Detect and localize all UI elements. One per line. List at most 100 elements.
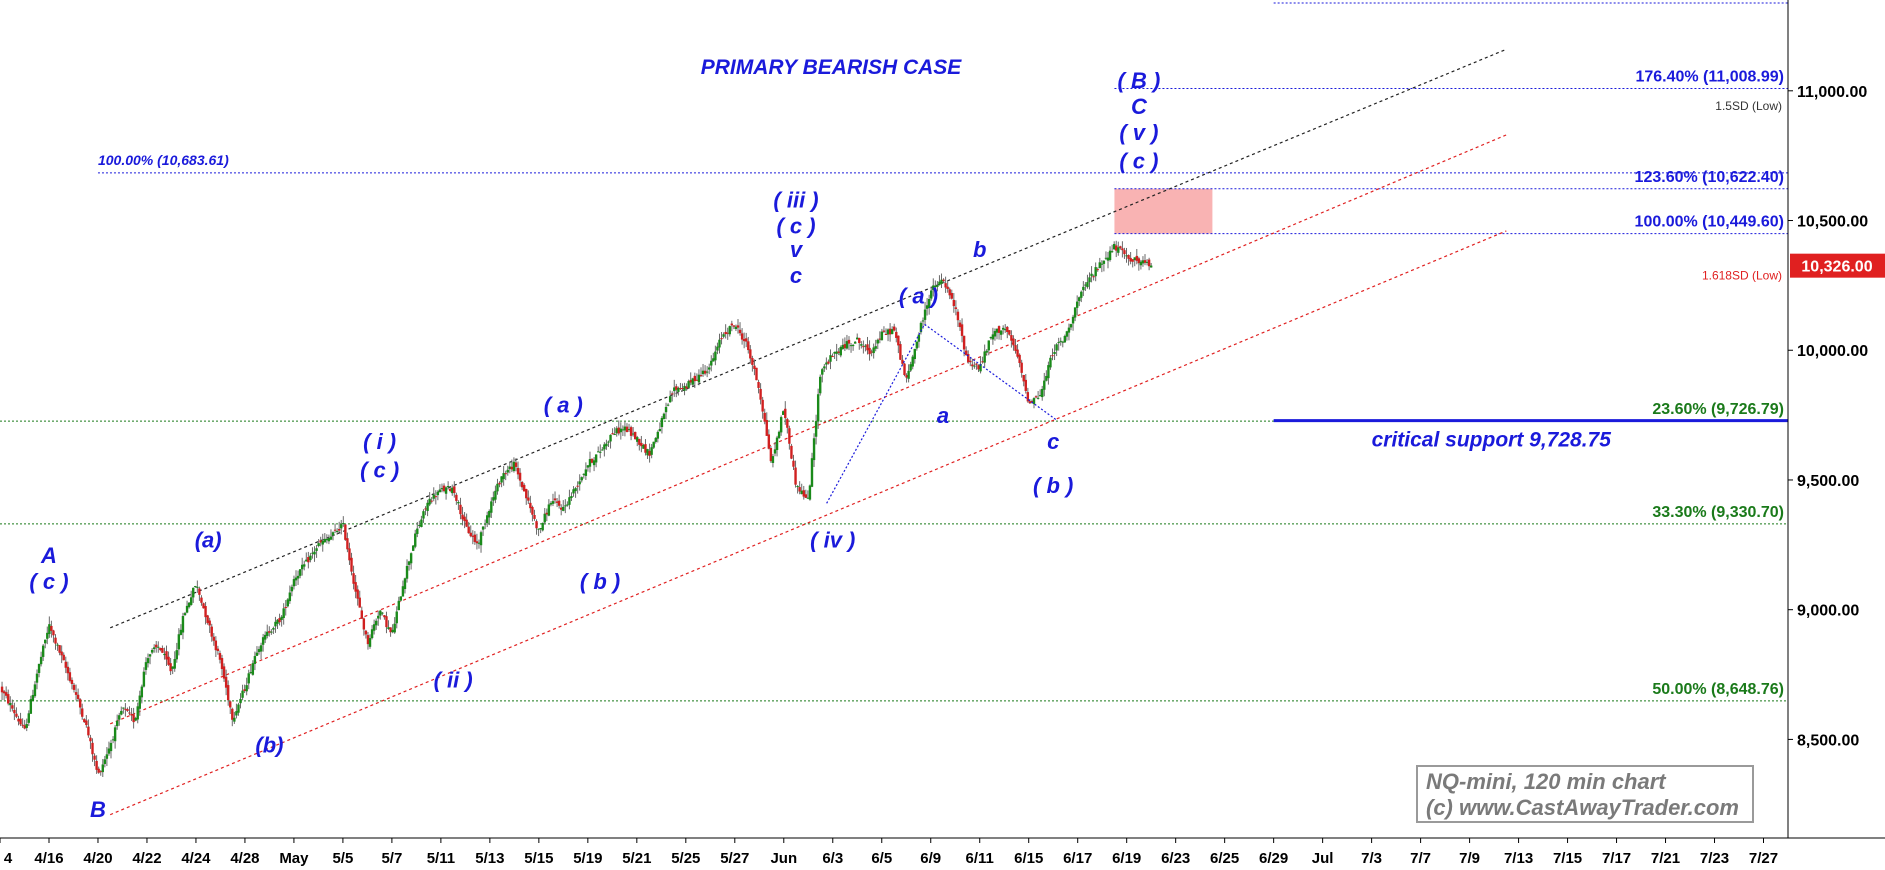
candle-body — [409, 553, 413, 564]
candle-body — [300, 564, 304, 570]
candle-body — [745, 338, 748, 342]
candle-body — [932, 285, 935, 291]
candle-body — [763, 412, 766, 422]
x-tick-label: 6/17 — [1063, 850, 1092, 867]
candle-body — [479, 532, 483, 546]
candle-body — [52, 630, 55, 636]
candle-body — [74, 692, 78, 695]
candle-body — [722, 334, 725, 337]
candle-body — [1131, 259, 1134, 262]
candle-body — [812, 438, 816, 461]
candle-body — [204, 606, 207, 618]
wave-label: ( c ) — [360, 457, 399, 482]
wave-label: C — [1131, 94, 1148, 119]
candle-body — [76, 694, 80, 700]
candle-body — [535, 521, 538, 529]
candle-body — [997, 326, 1001, 333]
candle-body — [1096, 269, 1099, 271]
candle-body — [835, 351, 838, 354]
candle-body — [399, 596, 403, 601]
candle-body — [689, 380, 692, 383]
candle-body — [247, 673, 250, 684]
candle-body — [944, 283, 947, 288]
fib-level-label: 50.00% (8,648.76) — [1652, 681, 1784, 698]
candle-body — [229, 701, 232, 708]
candle-body — [603, 444, 606, 450]
candle-body — [631, 433, 635, 435]
candle-body — [97, 768, 100, 773]
candle-body — [841, 344, 845, 349]
candle-body — [525, 488, 528, 499]
candle-body — [142, 671, 146, 687]
candle-body — [15, 713, 18, 717]
candle-body — [882, 330, 886, 332]
candle-body — [716, 346, 719, 351]
candle-body — [218, 653, 222, 660]
candle-body — [1041, 388, 1044, 398]
candle-body — [64, 661, 67, 668]
x-tick-label: 4/16 — [34, 850, 63, 867]
candle-body — [132, 714, 135, 723]
candle-body — [779, 417, 783, 433]
candle-body — [405, 565, 409, 579]
candle-body — [115, 720, 119, 727]
candle-body — [1051, 355, 1054, 357]
candle-body — [261, 637, 265, 645]
candle-body — [428, 498, 431, 505]
candle-body — [964, 350, 968, 356]
candle-body — [1102, 260, 1106, 264]
candle-body — [1123, 250, 1126, 255]
x-tick-label: 7/23 — [1700, 850, 1729, 867]
candle-body — [1084, 284, 1087, 286]
candle-body — [1147, 259, 1151, 267]
candle-body — [1092, 276, 1095, 278]
candle-body — [290, 586, 294, 592]
candle-body — [418, 524, 421, 527]
candle-body — [329, 536, 333, 540]
candle-body — [574, 488, 577, 492]
candle-body — [876, 339, 879, 344]
candle-body — [420, 519, 423, 528]
candle-body — [878, 338, 882, 340]
candle-body — [1065, 331, 1069, 337]
candle-body — [516, 467, 520, 475]
candle-body — [732, 325, 736, 327]
candle-body — [899, 344, 902, 360]
x-tick-label: 7/17 — [1602, 850, 1631, 867]
candle-body — [354, 582, 357, 592]
candle-body — [893, 326, 896, 331]
fib-level-label: 123.60% (10,622.40) — [1635, 169, 1784, 186]
candle-body — [1049, 357, 1052, 368]
candle-body — [87, 726, 90, 736]
x-tick-label: 7/21 — [1651, 850, 1680, 867]
x-tick-label: 5/15 — [524, 850, 553, 867]
candle-body — [909, 364, 912, 371]
candle-body — [816, 394, 820, 422]
x-tick-label: 6/5 — [871, 850, 892, 867]
candle-body — [276, 619, 279, 624]
candle-body — [1061, 341, 1064, 343]
candle-body — [671, 393, 674, 395]
candle-body — [237, 704, 240, 713]
candle-body — [888, 328, 892, 335]
candle-body — [773, 449, 777, 454]
candle-body — [403, 578, 407, 590]
candle-body — [442, 485, 446, 492]
candle-body — [1121, 248, 1124, 251]
candle-body — [553, 498, 557, 501]
candle-body — [103, 759, 107, 764]
candle-body — [638, 438, 641, 445]
candle-body — [101, 764, 104, 773]
candle-body — [821, 369, 824, 375]
wave-label: ( v ) — [1119, 120, 1158, 145]
candle-body — [1125, 255, 1128, 257]
x-tick-label: 7/27 — [1749, 850, 1778, 867]
candle-body — [712, 358, 715, 362]
candle-body — [19, 718, 22, 725]
candle-body — [527, 497, 530, 501]
candle-body — [504, 473, 507, 475]
watermark-line-2: (c) www.CastAwayTrader.com — [1426, 795, 1739, 820]
candle-body — [360, 610, 363, 619]
candle-body — [457, 502, 460, 504]
candle-body — [870, 351, 873, 353]
